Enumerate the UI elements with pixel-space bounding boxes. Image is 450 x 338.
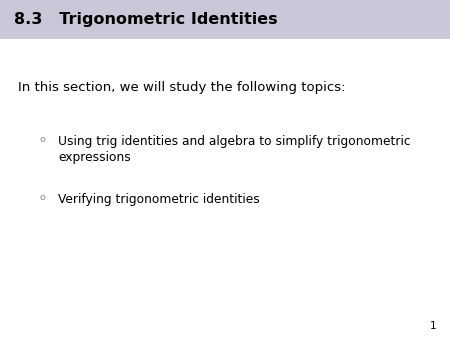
Text: Verifying trigonometric identities: Verifying trigonometric identities xyxy=(58,193,260,206)
Text: Using trig identities and algebra to simplify trigonometric
expressions: Using trig identities and algebra to sim… xyxy=(58,135,411,164)
Bar xyxy=(0,0,450,39)
Text: In this section, we will study the following topics:: In this section, we will study the follo… xyxy=(18,81,346,94)
Text: o: o xyxy=(40,193,45,202)
Text: 1: 1 xyxy=(430,321,436,331)
Text: o: o xyxy=(40,135,45,144)
Text: 8.3   Trigonometric Identities: 8.3 Trigonometric Identities xyxy=(14,12,277,27)
